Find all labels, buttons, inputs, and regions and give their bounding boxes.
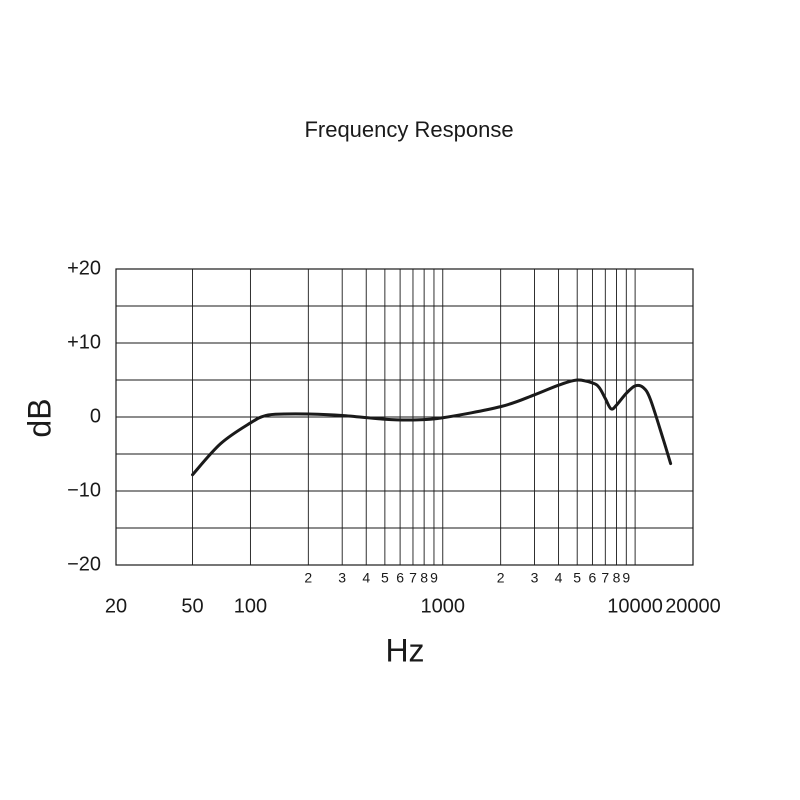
x-minor-tick-label: 8 [613,570,621,586]
x-minor-tick-label: 9 [622,570,630,586]
x-minor-tick-label: 3 [531,570,539,586]
x-tick-label: 50 [181,595,203,617]
y-tick-label: −10 [67,479,101,501]
y-tick-label: −20 [67,553,101,575]
x-tick-label: 20 [105,595,127,617]
x-minor-tick-label: 4 [555,570,563,586]
x-tick-label: 10000 [607,595,663,617]
x-minor-tick-label: 6 [589,570,597,586]
chart-title: Frequency Response [304,117,513,142]
x-minor-tick-label: 5 [381,570,389,586]
y-tick-label: +20 [67,257,101,279]
x-minor-tick-label: 3 [338,570,346,586]
y-tick-label: +10 [67,331,101,353]
x-minor-tick-label: 6 [396,570,404,586]
y-axis-label: dB [21,398,57,437]
x-minor-tick-label: 5 [573,570,581,586]
x-minor-tick-label: 8 [420,570,428,586]
x-minor-tick-label: 2 [497,570,505,586]
plot-frame [115,268,694,566]
x-minor-tick-label: 7 [409,570,417,586]
x-tick-label: 1000 [421,595,466,617]
x-minor-tick-label: 7 [601,570,609,586]
x-minor-tick-label: 4 [362,570,370,586]
response-line [191,378,673,477]
y-tick-label: 0 [90,405,101,427]
x-minor-tick-label: 2 [304,570,312,586]
x-tick-label: 20000 [665,595,721,617]
x-tick-label: 100 [234,595,267,617]
x-axis-label: Hz [385,632,424,668]
x-minor-tick-label: 9 [430,570,438,586]
